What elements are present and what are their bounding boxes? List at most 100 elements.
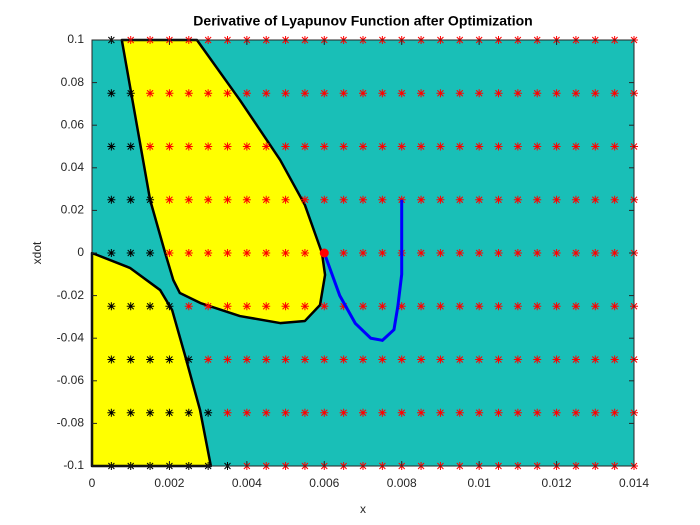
marker (513, 355, 522, 364)
marker (591, 195, 600, 204)
marker (533, 89, 542, 98)
marker (591, 89, 600, 98)
x-tick-label: 0.01 (467, 476, 491, 490)
marker (417, 142, 426, 151)
marker (146, 89, 155, 98)
marker (339, 355, 348, 364)
marker (184, 355, 193, 364)
marker (513, 249, 522, 257)
marker (378, 195, 387, 204)
marker (165, 249, 174, 257)
x-tick-label: 0.002 (154, 476, 184, 490)
marker (417, 195, 426, 204)
marker (262, 408, 271, 417)
marker (281, 408, 290, 417)
marker (436, 355, 445, 364)
marker (571, 355, 580, 364)
marker (107, 89, 116, 98)
marker (455, 142, 464, 151)
marker (126, 142, 135, 151)
marker (146, 142, 155, 151)
marker (475, 249, 484, 257)
marker (300, 249, 309, 257)
marker (571, 408, 580, 417)
marker (571, 302, 580, 311)
marker (146, 302, 155, 311)
marker (242, 89, 251, 98)
marker (204, 89, 213, 98)
x-tick-label: 0.006 (309, 476, 339, 490)
marker (591, 408, 600, 417)
marker (242, 249, 251, 257)
marker (320, 89, 329, 98)
marker (397, 89, 406, 98)
marker (359, 408, 367, 417)
marker (591, 142, 600, 151)
marker (436, 142, 445, 151)
marker (552, 302, 561, 311)
marker (494, 302, 503, 311)
equilibrium-point (319, 248, 329, 258)
marker (436, 195, 445, 204)
marker (397, 142, 406, 151)
marker (146, 195, 155, 204)
marker (281, 249, 290, 257)
marker (165, 142, 174, 151)
marker (475, 195, 484, 204)
marker (359, 142, 367, 151)
region (120, 38, 327, 325)
marker (513, 195, 522, 204)
marker (184, 249, 193, 257)
marker (494, 89, 503, 98)
marker (184, 408, 193, 417)
marker (494, 249, 503, 257)
marker (417, 408, 426, 417)
marker (552, 89, 561, 98)
marker (475, 89, 484, 98)
marker (165, 408, 174, 417)
marker (165, 302, 174, 311)
marker (436, 302, 445, 311)
marker (204, 142, 213, 151)
marker (126, 355, 135, 364)
x-tick-label: 0.008 (387, 476, 417, 490)
marker (300, 355, 309, 364)
marker (397, 302, 406, 311)
marker (223, 195, 232, 204)
marker (300, 302, 309, 311)
marker (513, 408, 522, 417)
marker (262, 302, 271, 311)
marker (436, 89, 445, 98)
y-tick-label: 0 (77, 245, 84, 259)
marker (242, 142, 251, 151)
marker (397, 408, 406, 417)
marker (552, 408, 561, 417)
marker (107, 355, 116, 364)
marker (610, 89, 619, 98)
marker (126, 249, 135, 257)
marker (552, 355, 561, 364)
marker (223, 355, 232, 364)
marker (242, 355, 251, 364)
marker (184, 195, 193, 204)
marker (359, 195, 367, 204)
marker (513, 302, 522, 311)
marker (513, 142, 522, 151)
marker (359, 302, 367, 311)
marker (339, 408, 348, 417)
marker (359, 249, 367, 257)
marker (513, 89, 522, 98)
marker (455, 355, 464, 364)
marker (281, 302, 290, 311)
marker (339, 302, 348, 311)
marker (165, 89, 174, 98)
marker (126, 302, 135, 311)
marker (417, 355, 426, 364)
marker (610, 302, 619, 311)
marker (494, 408, 503, 417)
marker (339, 249, 348, 257)
marker (300, 408, 309, 417)
marker (552, 195, 561, 204)
y-tick-label: -0.06 (57, 373, 85, 387)
